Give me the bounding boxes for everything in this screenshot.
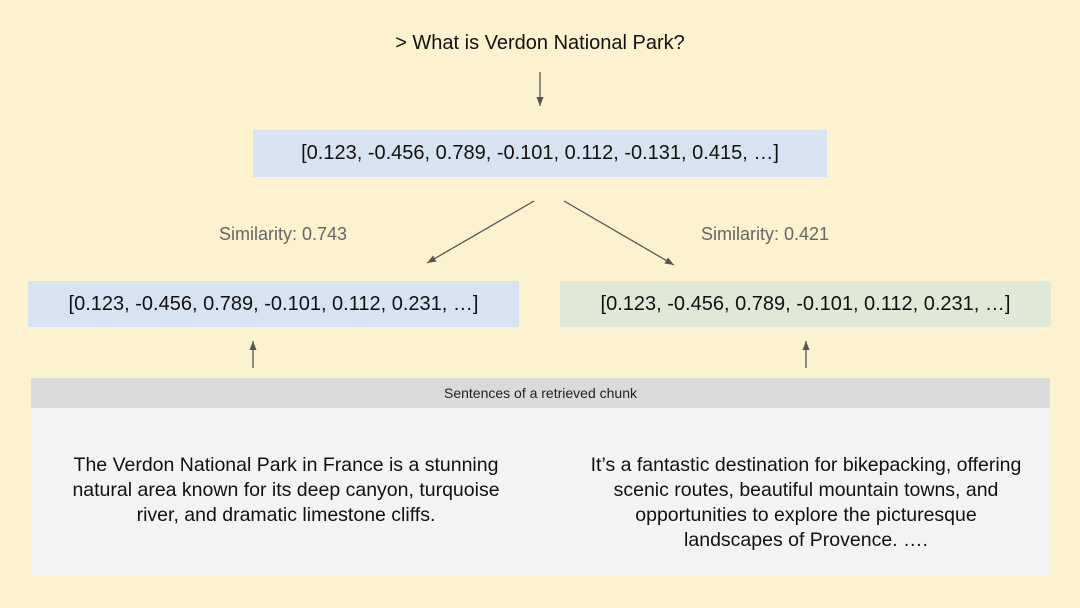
sentence-embedding-left-box: [0.123, -0.456, 0.789, -0.101, 0.112, 0.… [28,281,519,327]
arrow-embedding-to-right [563,200,675,266]
chunk-header: Sentences of a retrieved chunk [31,378,1050,408]
query-text: > What is Verdon National Park? [395,32,685,54]
sentence-embedding-right-text: [0.123, -0.456, 0.789, -0.101, 0.112, 0.… [600,292,1011,315]
query-embedding-box: [0.123, -0.456, 0.789, -0.101, 0.112, -0… [253,130,827,177]
chunk-sentence-right: It’s a fantastic destination for bikepac… [590,454,1022,551]
query-embedding-text: [0.123, -0.456, 0.789, -0.101, 0.112, -0… [301,142,779,164]
sentence-embedding-right-box: [0.123, -0.456, 0.789, -0.101, 0.112, 0.… [560,281,1051,327]
chunk-sentence-left: The Verdon National Park in France is a … [72,454,500,526]
retrieved-chunk-panel: Sentences of a retrieved chunk [31,378,1050,576]
arrow-embedding-to-left [426,200,535,264]
similarity-left-label: Similarity: 0.743 [219,224,348,244]
similarity-right-label: Similarity: 0.421 [701,224,830,244]
sentence-embedding-left-text: [0.123, -0.456, 0.789, -0.101, 0.112, 0.… [68,292,479,315]
